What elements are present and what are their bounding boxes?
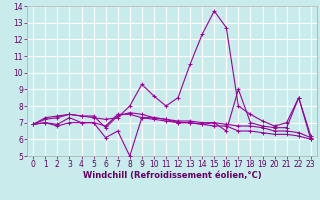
X-axis label: Windchill (Refroidissement éolien,°C): Windchill (Refroidissement éolien,°C) xyxy=(83,171,261,180)
